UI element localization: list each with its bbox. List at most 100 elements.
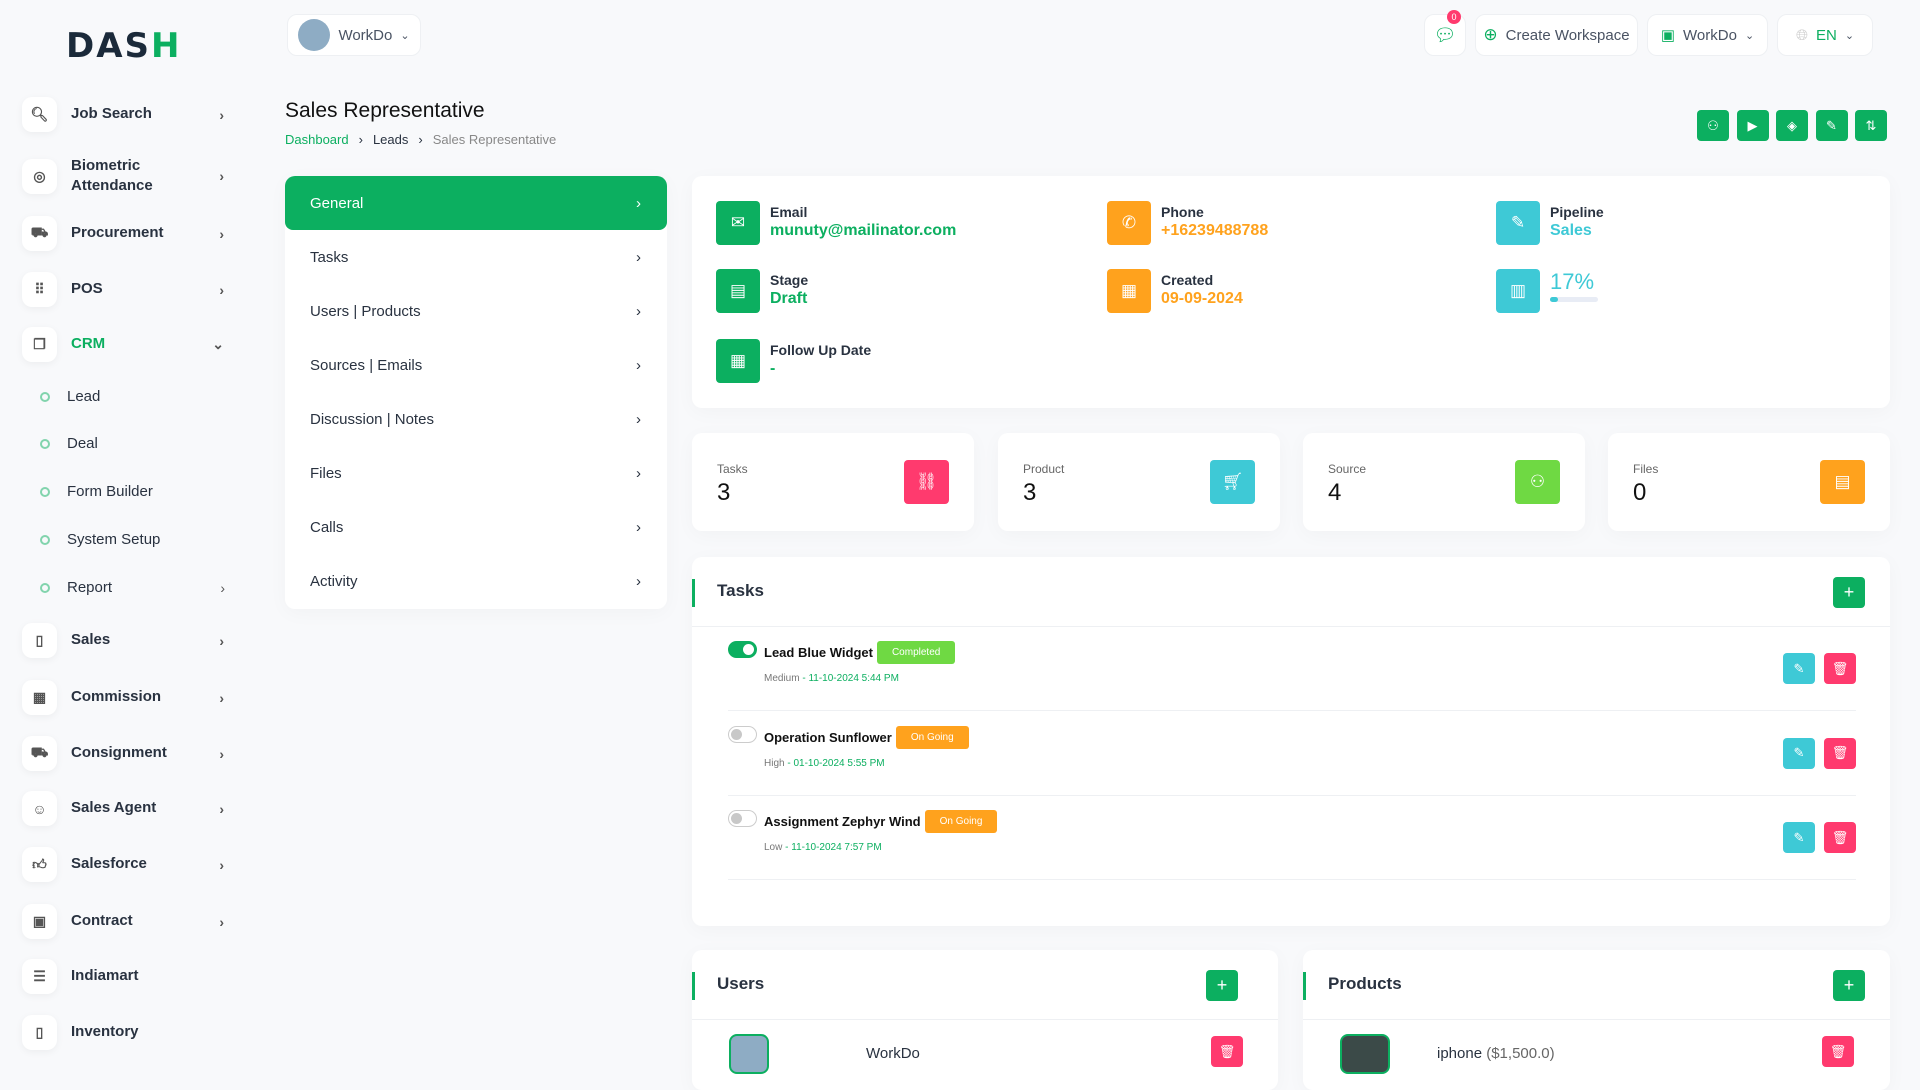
menu-item-calls[interactable]: Calls ›	[285, 500, 667, 554]
users-card: Users + WorkDo 🗑︎	[692, 950, 1278, 1090]
delete-task-button[interactable]: 🗑︎	[1824, 822, 1856, 853]
sidebar-item-salesforce[interactable]: 👍︎ Salesforce ›	[22, 847, 232, 882]
task-date: - 11-10-2024 7:57 PM	[782, 842, 882, 853]
sidebar-subitem-label: System Setup	[67, 531, 161, 548]
menu-item-general[interactable]: General ›	[285, 176, 667, 230]
video-button[interactable]: ▶	[1736, 110, 1769, 141]
company-dropdown[interactable]: ▣ WorkDo ⌄	[1647, 14, 1768, 56]
sidebar-item-label: Procurement	[71, 224, 164, 242]
follow-up-label: Follow Up Date	[770, 342, 872, 358]
task-title[interactable]: Operation Sunflower	[764, 729, 892, 745]
sidebar-item-sales[interactable]: ▯ Sales ›	[22, 623, 232, 658]
menu-item-activity[interactable]: Activity ›	[285, 554, 667, 608]
sidebar-subitem-form-builder[interactable]: Form Builder	[40, 483, 225, 500]
messages-button[interactable]: 💬︎ 0	[1424, 10, 1466, 56]
phone-value: +16239488788	[1161, 222, 1269, 239]
menu-item-files[interactable]: Files ›	[285, 446, 667, 500]
sidebar-item-contract[interactable]: ▣ Contract ›	[22, 904, 232, 939]
convert-button[interactable]: ⇅	[1855, 110, 1887, 141]
file-lock-icon: ▣	[22, 904, 57, 939]
sidebar-subitem-label: Report	[67, 579, 113, 596]
breadcrumb-leads[interactable]: Leads	[372, 132, 409, 147]
fingerprint-icon: ◎	[22, 158, 57, 194]
tasks-icon: ⛓	[904, 460, 949, 504]
sidebar-item-pos[interactable]: ⠿ POS ›	[22, 272, 232, 307]
created-info: ▦ Created 09-09-2024	[1107, 269, 1243, 313]
menu-item-users-products[interactable]: Users | Products ›	[285, 284, 667, 338]
chevron-right-icon: ›	[219, 913, 224, 930]
sidebar-item-label: Indiamart	[71, 967, 139, 985]
stage-value: Draft	[770, 290, 808, 307]
menu-item-label: Files	[310, 464, 342, 482]
sidebar-subitem-lead[interactable]: Lead	[40, 388, 225, 405]
sidebar-item-job-search[interactable]: 🔍︎ Job Search ›	[22, 97, 232, 132]
task-complete-toggle[interactable]	[728, 725, 757, 743]
sidebar-item-commission[interactable]: ▦ Commission ›	[22, 680, 232, 715]
language-dropdown[interactable]: 🌐︎ EN ⌄	[1777, 14, 1873, 56]
add-task-button[interactable]: +	[1833, 577, 1865, 608]
chevron-right-icon: ›	[636, 572, 641, 590]
tag-button[interactable]: ◈	[1776, 110, 1808, 141]
sidebar-item-crm[interactable]: ❐ CRM ⌄	[22, 327, 232, 362]
task-name: Lead Blue Widget Completed	[764, 641, 956, 664]
sidebar-item-consignment[interactable]: ⛟ Consignment ›	[22, 736, 232, 771]
chat-icon: 💬︎	[1433, 24, 1457, 45]
sidebar-subitem-label: Form Builder	[67, 483, 153, 500]
stat-label: Source	[1328, 462, 1367, 476]
follow-up-value: -	[770, 360, 776, 377]
task-complete-toggle[interactable]	[728, 810, 757, 827]
sidebar-subitem-system-setup[interactable]: System Setup	[40, 531, 225, 548]
calculator-icon: ▦	[22, 680, 57, 715]
breadcrumb-dashboard[interactable]: Dashboard	[285, 132, 349, 147]
delete-task-button[interactable]: 🗑︎	[1824, 737, 1856, 769]
product-item: iphone ($1,500.0)	[1437, 1045, 1555, 1062]
task-title[interactable]: Lead Blue Widget	[764, 645, 873, 660]
pencil-button[interactable]: ✎	[1815, 110, 1848, 141]
chevron-right-icon: ›	[219, 800, 224, 817]
delete-task-button[interactable]: 🗑︎	[1824, 653, 1856, 684]
edit-task-button[interactable]: ✎	[1783, 737, 1815, 769]
sidebar-item-sales-agent[interactable]: ☺ Sales Agent ›	[22, 791, 232, 826]
share-button[interactable]: ⚇	[1697, 110, 1729, 141]
phone-info: ✆ Phone +16239488788	[1107, 201, 1268, 245]
menu-item-sources-emails[interactable]: Sources | Emails ›	[285, 338, 667, 392]
sidebar-subitem-deal[interactable]: Deal	[40, 435, 225, 452]
add-user-button[interactable]: +	[1206, 970, 1238, 1001]
delete-product-button[interactable]: 🗑︎	[1822, 1036, 1854, 1067]
indent-icon: ☰	[22, 959, 57, 994]
task-complete-toggle[interactable]	[728, 641, 757, 658]
sidebar-item-label: POS	[71, 280, 103, 298]
sidebar-item-biometric-attendance[interactable]: ◎ Biometric Attendance ›	[22, 156, 232, 197]
sidebar-subitem-report[interactable]: Report ›	[40, 579, 225, 596]
sidebar-item-indiamart[interactable]: ☰ Indiamart	[22, 959, 232, 994]
company-name: WorkDo	[1683, 26, 1737, 44]
progress-bar	[1550, 297, 1598, 302]
stat-label: Tasks	[717, 462, 748, 476]
logo[interactable]: DASH	[66, 26, 182, 66]
email-info: ✉ Email munuty@mailinator.com	[716, 201, 956, 245]
menu-item-label: Users | Products	[310, 302, 421, 320]
menu-item-label: Discussion | Notes	[310, 410, 434, 428]
edit-task-button[interactable]: ✎	[1783, 822, 1815, 853]
sidebar-subitem-label: Lead	[67, 388, 101, 405]
add-product-button[interactable]: +	[1833, 970, 1865, 1001]
sidebar-item-inventory[interactable]: ▯ Inventory	[22, 1015, 232, 1050]
stat-label: Product	[1023, 462, 1065, 476]
menu-item-discussion-notes[interactable]: Discussion | Notes ›	[285, 392, 667, 446]
chevron-down-icon: ⌄	[212, 336, 224, 352]
create-workspace-button[interactable]: ⊕ Create Workspace	[1475, 14, 1638, 56]
workspace-selector[interactable]: WorkDo ⌄	[287, 14, 421, 56]
breadcrumb: Dashboard › Leads › Sales Representative	[285, 132, 556, 147]
menu-item-tasks[interactable]: Tasks ›	[285, 230, 667, 284]
task-title[interactable]: Assignment Zephyr Wind	[764, 814, 921, 829]
globe-icon: 🌐︎	[1795, 26, 1808, 44]
phone-label: Phone	[1161, 204, 1204, 220]
edit-task-button[interactable]: ✎	[1783, 653, 1815, 684]
task-meta: Low - 11-10-2024 7:57 PM	[764, 842, 882, 853]
sidebar-item-label: Job Search	[71, 105, 152, 123]
sidebar-item-procurement[interactable]: ⛟ Procurement ›	[22, 216, 232, 251]
delete-user-button[interactable]: 🗑︎	[1211, 1036, 1243, 1067]
chevron-right-icon: ›	[219, 225, 224, 242]
stat-value: 3	[717, 479, 731, 506]
sidebar-item-label: Biometric Attendance	[71, 157, 153, 195]
